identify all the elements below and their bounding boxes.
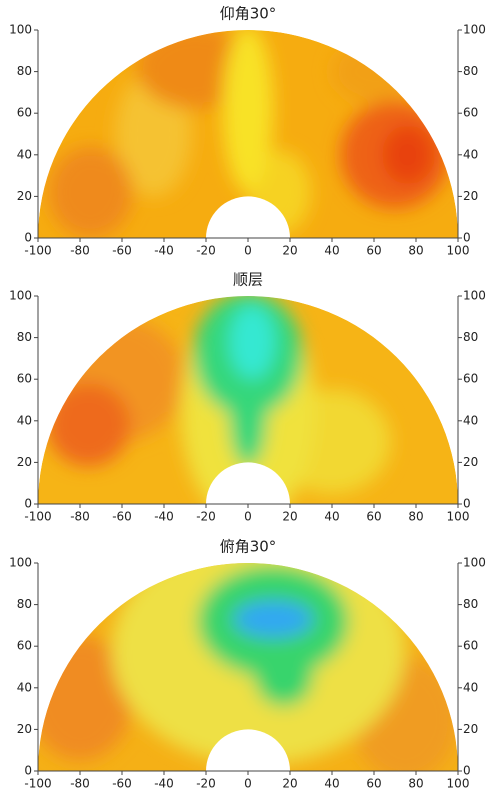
heat-region	[48, 146, 133, 238]
y2-tick-label: 80	[463, 597, 478, 611]
y-tick-label: 0	[24, 497, 32, 511]
x-tick-label: -80	[70, 777, 90, 791]
center-hole	[206, 462, 290, 504]
y-tick-label: 80	[17, 597, 32, 611]
x-tick-label: -80	[70, 510, 90, 524]
heat-region	[332, 40, 416, 103]
y2-tick-label: 20	[463, 189, 478, 203]
heat-region	[233, 600, 314, 638]
panel: 仰角30°-100 -80 -60 -40 -20 0 20 40 60 80 1000204060…	[9, 5, 486, 258]
x-tick-label: 80	[408, 510, 423, 524]
x-tick-label: 40	[324, 777, 339, 791]
y2-tick-label: 40	[463, 680, 478, 694]
x-tick-label: -60	[112, 510, 132, 524]
heat-region	[46, 383, 131, 467]
y2-tick-label: 60	[463, 639, 478, 653]
x-tick-label: -100	[24, 777, 51, 791]
y2-tick-label: 20	[463, 722, 478, 736]
y-tick-label: 60	[17, 639, 32, 653]
y2-tick-label: 40	[463, 147, 478, 161]
y2-tick-label: 0	[463, 497, 471, 511]
x-tick-label: -100	[24, 510, 51, 524]
y2-tick-label: 80	[463, 64, 478, 78]
x-tick-label: 0	[244, 777, 252, 791]
y-tick-label: 40	[17, 147, 32, 161]
x-tick-label: 40	[324, 244, 339, 258]
heat-region	[222, 30, 274, 193]
heat-region	[229, 304, 276, 380]
chart-title: 仰角30°	[220, 5, 277, 23]
x-tick-label: 80	[408, 777, 423, 791]
y2-tick-label: 60	[463, 372, 478, 386]
x-tick-label: -60	[112, 777, 132, 791]
x-tick-label: -40	[154, 244, 174, 258]
y-tick-label: 100	[9, 23, 32, 37]
x-tick-label: 100	[447, 510, 470, 524]
y-tick-label: 80	[17, 64, 32, 78]
panel: 俯角30°-100 -80 -60 -40 -20 0 20 40 60 80 1000204060…	[9, 538, 486, 791]
y-tick-label: 40	[17, 680, 32, 694]
x-tick-label: 100	[447, 244, 470, 258]
center-hole	[206, 196, 290, 238]
heat-region	[254, 644, 314, 707]
y-tick-label: 20	[17, 189, 32, 203]
x-tick-label: -40	[154, 510, 174, 524]
heatmap	[38, 563, 458, 771]
y2-tick-label: 100	[463, 556, 486, 570]
y-tick-label: 60	[17, 372, 32, 386]
x-tick-label: -20	[196, 777, 216, 791]
chart-title: 顺层	[233, 271, 263, 289]
y2-tick-label: 80	[463, 330, 478, 344]
y-tick-label: 100	[9, 289, 32, 303]
heat-region	[229, 366, 267, 467]
x-tick-label: -60	[112, 244, 132, 258]
x-tick-label: 20	[282, 244, 297, 258]
y2-tick-label: 60	[463, 106, 478, 120]
y2-tick-label: 100	[463, 23, 486, 37]
panel: 顺层-100 -80 -60 -40 -20 0 20 40 60 80 1000204060801…	[9, 271, 486, 524]
center-hole	[206, 729, 290, 771]
x-tick-label: -100	[24, 244, 51, 258]
y-tick-label: 60	[17, 106, 32, 120]
heatmap-field	[38, 563, 458, 771]
y2-tick-label: 20	[463, 455, 478, 469]
y-tick-label: 20	[17, 722, 32, 736]
x-tick-label: -80	[70, 244, 90, 258]
x-tick-label: 80	[408, 244, 423, 258]
x-tick-label: 60	[366, 244, 381, 258]
y-tick-label: 20	[17, 455, 32, 469]
x-tick-label: 60	[366, 510, 381, 524]
heat-region	[382, 125, 433, 184]
y-tick-label: 0	[24, 764, 32, 778]
x-tick-label: 0	[244, 510, 252, 524]
x-tick-label: 20	[282, 510, 297, 524]
y2-tick-label: 0	[463, 764, 471, 778]
y2-tick-label: 100	[463, 289, 486, 303]
x-tick-label: -20	[196, 244, 216, 258]
x-tick-label: 20	[282, 777, 297, 791]
x-tick-label: -40	[154, 777, 174, 791]
x-tick-label: 0	[244, 244, 252, 258]
y2-tick-label: 0	[463, 231, 471, 245]
y2-tick-label: 40	[463, 413, 478, 427]
y-tick-label: 40	[17, 413, 32, 427]
x-tick-label: 40	[324, 510, 339, 524]
y-tick-label: 100	[9, 556, 32, 570]
x-tick-label: 60	[366, 777, 381, 791]
x-tick-label: 100	[447, 777, 470, 791]
chart-title: 俯角30°	[220, 538, 277, 556]
x-tick-label: -20	[196, 510, 216, 524]
y-tick-label: 0	[24, 231, 32, 245]
y-tick-label: 80	[17, 330, 32, 344]
